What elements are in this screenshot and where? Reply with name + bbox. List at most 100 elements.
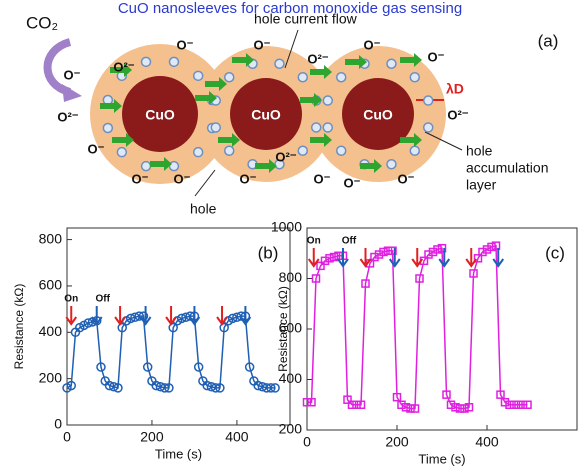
data-point [83,318,93,328]
y-tick-label: 400 [279,370,303,386]
hole-dot [168,56,180,68]
hole-dot [386,58,397,70]
hole-dot [102,122,114,134]
data-point [113,383,123,393]
x-tick-label: 400 [225,429,249,445]
core-label: CuO [145,107,175,123]
ion-label: O⁻ [254,37,271,52]
flow-arrow [300,93,322,107]
hole-dot [297,145,309,157]
x-tick-label: 0 [63,429,71,445]
data-point [523,400,532,409]
data-point [401,403,411,412]
y-axis-label: Resistance (kΩ) [12,284,26,370]
data-point [509,400,519,409]
flow-arrow [112,133,134,147]
data-point [151,380,161,391]
gas-arrow-head [62,84,82,102]
x-axis-label: Time (s) [155,446,202,461]
panel-label: (b) [258,243,279,262]
off-arrow-head [337,258,349,268]
x-axis-label: Time (s) [418,451,465,466]
data-point [491,241,501,250]
data-point [164,383,174,393]
off-label: Off [96,294,111,305]
pointer [284,29,299,69]
data-point [410,404,420,413]
ion-label: O⁻ [398,171,415,186]
flow-arrow [195,91,217,105]
ion-label: O⁻ [88,141,105,156]
y-tick-label: 1000 [271,219,302,235]
flow-arrow [400,133,422,147]
data-point [383,246,393,255]
flow-arrow [110,63,132,77]
hole-dot [422,122,434,133]
y-axis-label: Resistance (kΩ) [276,286,290,372]
chart: 0 200 400 600 800 0 200 400 Time (s) Resistance (… [12,227,291,461]
data-point [320,256,330,266]
x-tick-label: 200 [385,434,409,450]
data-line [307,244,528,410]
core-label: CuO [251,107,281,123]
hole-dot [192,146,204,158]
data-point [518,400,528,409]
data-point [343,395,352,404]
hole-dot [386,158,397,170]
data-point [307,397,316,407]
data-point [104,380,115,391]
core [342,78,414,150]
data-point [159,383,170,393]
data-point [215,383,225,393]
off-arrow-head [188,316,201,326]
data-point [125,313,136,324]
data-point [487,242,496,252]
layer-label: accumulation [466,160,549,176]
data-line [66,315,276,389]
core-label: CuO [363,107,393,123]
y-tick-label: 600 [39,277,63,293]
data-point [388,246,397,255]
diagram: CuO CuO CuO O⁻ O²⁻ O⁻ O²⁻ O⁻ O⁻ O⁻ O²⁻ O²⁻ O⁻ O⁻ O⁻ O²⁻… [26,11,558,217]
data-point [202,380,212,391]
hole-dot [310,122,322,133]
flow-arrow [150,157,172,171]
on-arrow-head [359,258,372,268]
flow-arrow [360,159,382,173]
data-point [496,390,505,399]
layer-label: hole [466,143,493,159]
y-tick-label: 400 [39,323,63,339]
hole-dot [335,145,347,157]
core [122,76,198,152]
data-point [482,245,492,254]
data-point [460,404,469,413]
data-point [374,250,384,259]
data-point [142,362,153,372]
pointer [194,169,216,197]
data-point [66,380,76,391]
on-arrow-head [114,316,126,326]
off-arrow-head [239,316,252,326]
hole-dot [422,95,434,106]
x-tick-label: 200 [140,429,164,445]
on-label: On [307,236,321,247]
data-point [392,392,402,402]
on-label: On [64,294,78,305]
flow-arrow [218,133,240,147]
flow-arrow [100,99,122,113]
data-point [311,274,321,283]
data-point [347,400,357,409]
flow-arrow [232,53,254,67]
ion-label: O²⁻ [307,51,328,66]
hole-dot [322,122,334,133]
panel-label: (c) [545,243,565,262]
flow-arrow [205,77,227,91]
flow-arrow [255,159,277,173]
data-point [361,279,370,288]
y-tick-label: 800 [279,269,303,285]
data-point [469,269,478,278]
data-point [210,383,221,393]
ion-label: O⁻ [428,49,445,64]
on-arrow-head [65,316,78,326]
data-point [424,250,433,259]
